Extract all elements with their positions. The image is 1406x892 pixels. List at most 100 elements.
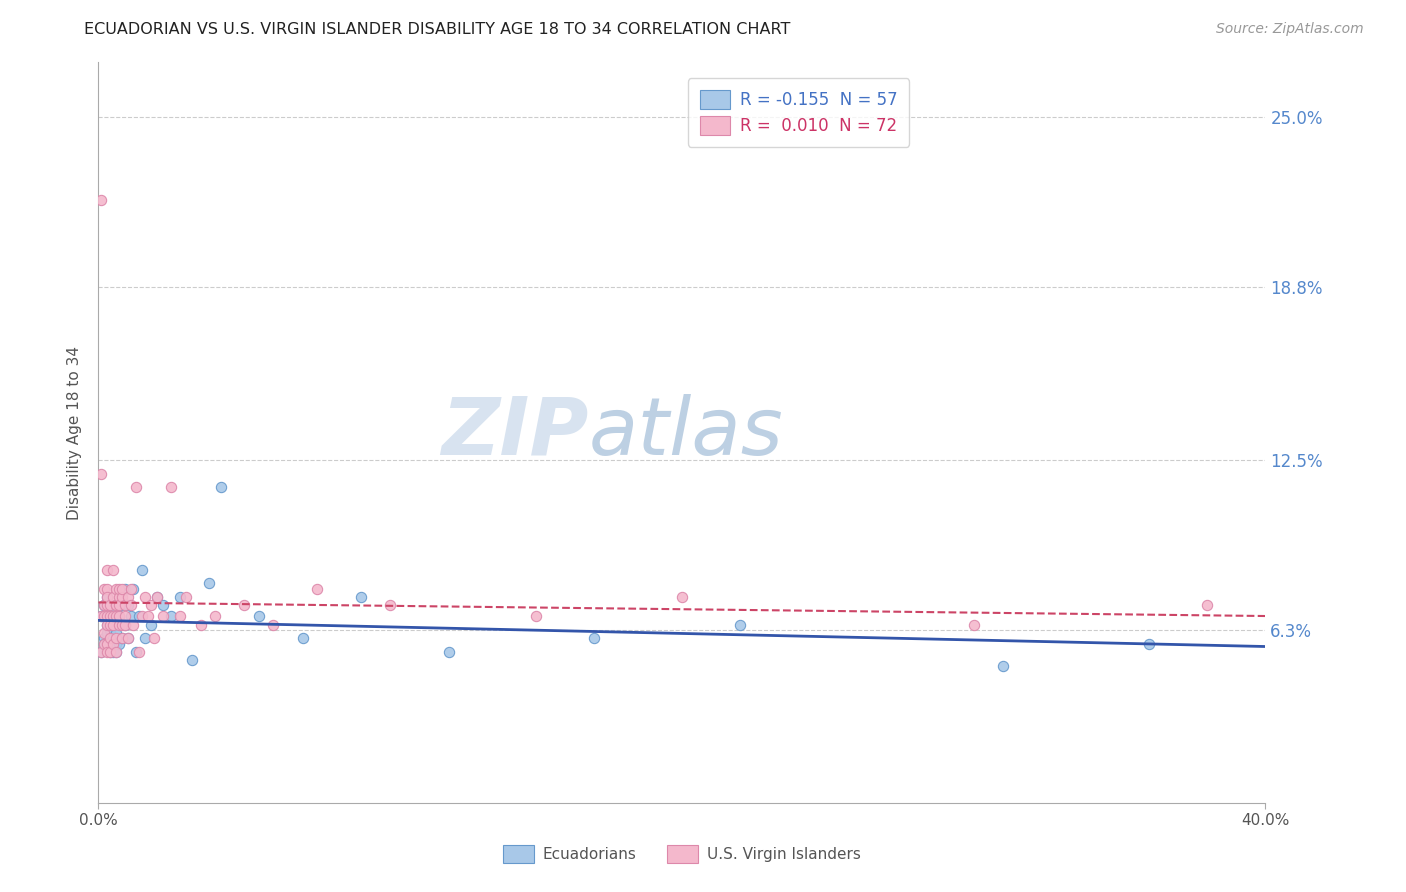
Point bbox=[247, 609, 270, 624]
Point bbox=[98, 599, 121, 613]
Point bbox=[152, 609, 174, 624]
Point bbox=[1195, 599, 1218, 613]
Point bbox=[142, 632, 165, 646]
Point bbox=[962, 617, 984, 632]
Point bbox=[111, 590, 134, 604]
Point bbox=[98, 645, 121, 659]
Point bbox=[93, 625, 115, 640]
Point bbox=[114, 609, 136, 624]
Point bbox=[120, 582, 142, 596]
Point bbox=[96, 625, 118, 640]
Point bbox=[93, 599, 115, 613]
Point bbox=[583, 632, 606, 646]
Point bbox=[101, 563, 124, 577]
Point bbox=[1137, 637, 1160, 651]
Point bbox=[160, 480, 183, 494]
Point bbox=[104, 599, 127, 613]
Point bbox=[125, 645, 148, 659]
Point bbox=[117, 599, 139, 613]
Point bbox=[98, 599, 121, 613]
Point bbox=[98, 623, 121, 637]
Point bbox=[174, 590, 197, 604]
Text: Source: ZipAtlas.com: Source: ZipAtlas.com bbox=[1216, 22, 1364, 37]
Point bbox=[93, 632, 115, 646]
Text: ZIP: ZIP bbox=[441, 393, 589, 472]
Point bbox=[122, 617, 145, 632]
Point bbox=[117, 632, 139, 646]
Point bbox=[128, 609, 150, 624]
Point bbox=[111, 632, 134, 646]
Point bbox=[96, 617, 118, 632]
Point bbox=[96, 637, 118, 651]
Point bbox=[437, 645, 460, 659]
Point bbox=[98, 632, 121, 646]
Point bbox=[96, 563, 118, 577]
Point bbox=[101, 599, 124, 613]
Point bbox=[104, 632, 127, 646]
Point bbox=[991, 658, 1014, 673]
Point bbox=[125, 480, 148, 494]
Point bbox=[108, 637, 131, 651]
Point bbox=[114, 617, 136, 632]
Point bbox=[169, 590, 191, 604]
Point bbox=[108, 599, 131, 613]
Point bbox=[671, 590, 693, 604]
Point bbox=[111, 599, 134, 613]
Point bbox=[350, 590, 373, 604]
Point bbox=[96, 604, 118, 618]
Point bbox=[96, 590, 118, 604]
Point bbox=[104, 599, 127, 613]
Point bbox=[101, 609, 124, 624]
Point bbox=[111, 617, 134, 632]
Point bbox=[101, 590, 124, 604]
Point bbox=[114, 582, 136, 596]
Point bbox=[90, 193, 112, 207]
Point bbox=[108, 609, 131, 624]
Point bbox=[111, 582, 134, 596]
Text: atlas: atlas bbox=[589, 393, 783, 472]
Point bbox=[96, 617, 118, 632]
Point bbox=[101, 645, 124, 659]
Point bbox=[122, 582, 145, 596]
Point bbox=[108, 582, 131, 596]
Point bbox=[98, 632, 121, 646]
Point bbox=[134, 590, 156, 604]
Point bbox=[93, 637, 115, 651]
Point bbox=[104, 625, 127, 640]
Point bbox=[101, 637, 124, 651]
Point bbox=[128, 645, 150, 659]
Point bbox=[108, 609, 131, 624]
Point bbox=[98, 609, 121, 624]
Point bbox=[114, 617, 136, 632]
Point bbox=[90, 467, 112, 481]
Point bbox=[104, 645, 127, 659]
Point bbox=[104, 645, 127, 659]
Point bbox=[101, 637, 124, 651]
Point bbox=[134, 632, 156, 646]
Point bbox=[104, 604, 127, 618]
Point bbox=[104, 637, 127, 651]
Point bbox=[114, 599, 136, 613]
Point bbox=[93, 609, 115, 624]
Point bbox=[730, 617, 752, 632]
Legend: Ecuadorians, U.S. Virgin Islanders: Ecuadorians, U.S. Virgin Islanders bbox=[496, 839, 868, 869]
Point bbox=[101, 609, 124, 624]
Point bbox=[101, 617, 124, 632]
Point bbox=[117, 632, 139, 646]
Point bbox=[98, 609, 121, 624]
Point bbox=[146, 590, 169, 604]
Point bbox=[291, 632, 314, 646]
Point bbox=[136, 609, 159, 624]
Y-axis label: Disability Age 18 to 34: Disability Age 18 to 34 bbox=[67, 345, 83, 520]
Point bbox=[96, 645, 118, 659]
Point bbox=[169, 609, 191, 624]
Point bbox=[139, 599, 162, 613]
Point bbox=[524, 609, 547, 624]
Point bbox=[96, 637, 118, 651]
Point bbox=[93, 582, 115, 596]
Point bbox=[204, 609, 226, 624]
Point bbox=[108, 617, 131, 632]
Point bbox=[101, 632, 124, 646]
Point bbox=[90, 609, 112, 624]
Point bbox=[262, 617, 284, 632]
